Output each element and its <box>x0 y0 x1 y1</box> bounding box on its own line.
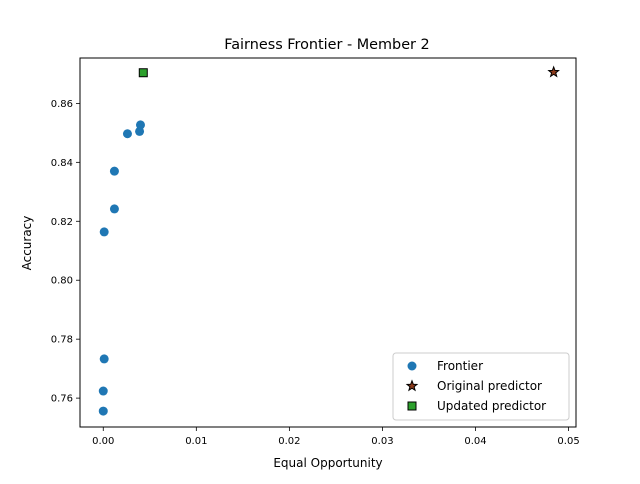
frontier-point <box>122 129 132 139</box>
x-axis-ticks: 0.00 0.01 0.02 0.03 0.04 0.05 <box>92 427 580 447</box>
legend-items: Frontier Original predictor Updated predic… <box>405 359 546 413</box>
original-predictor-point <box>547 65 560 78</box>
y-tick-label: 0.76 <box>51 394 73 405</box>
plot-frame <box>79 57 577 428</box>
chart-title: Fairness Frontier - Member 2 <box>224 37 429 53</box>
frontier-point <box>98 386 108 396</box>
frontier-point <box>99 227 109 237</box>
data-points <box>98 65 560 416</box>
x-tick-label: 0.05 <box>557 436 579 447</box>
legend-label-updated-predictor: Updated predictor <box>437 399 546 413</box>
frontier-point <box>135 120 145 130</box>
legend-box <box>392 352 570 421</box>
updated-predictor-point <box>138 68 148 78</box>
y-axis-ticks: 0.76 0.78 0.80 0.82 0.84 0.86 <box>51 99 80 405</box>
frontier-point <box>109 204 119 214</box>
y-tick-label: 0.78 <box>51 335 73 346</box>
legend-label-frontier: Frontier <box>437 359 483 373</box>
y-axis-label: Accuracy <box>20 216 34 271</box>
x-tick-label: 0.02 <box>278 436 300 447</box>
y-tick-label: 0.82 <box>51 217 73 228</box>
y-tick-label: 0.86 <box>51 99 73 110</box>
frontier-point <box>99 354 109 364</box>
legend-marker-original-predictor <box>405 379 419 392</box>
frontier-point <box>98 406 108 416</box>
x-axis-label: Equal Opportunity <box>273 456 382 470</box>
x-tick-label: 0.03 <box>371 436 393 447</box>
x-tick-label: 0.04 <box>464 436 486 447</box>
x-tick-label: 0.01 <box>185 436 207 447</box>
y-tick-label: 0.84 <box>51 158 73 169</box>
frontier-point <box>109 166 119 176</box>
legend-marker-updated-predictor <box>407 401 417 411</box>
y-tick-label: 0.80 <box>51 276 73 287</box>
x-tick-label: 0.00 <box>92 436 114 447</box>
legend-marker-frontier <box>407 361 417 371</box>
legend-label-original-predictor: Original predictor <box>437 379 542 393</box>
legend: Frontier Original predictor Updated predic… <box>392 352 570 421</box>
